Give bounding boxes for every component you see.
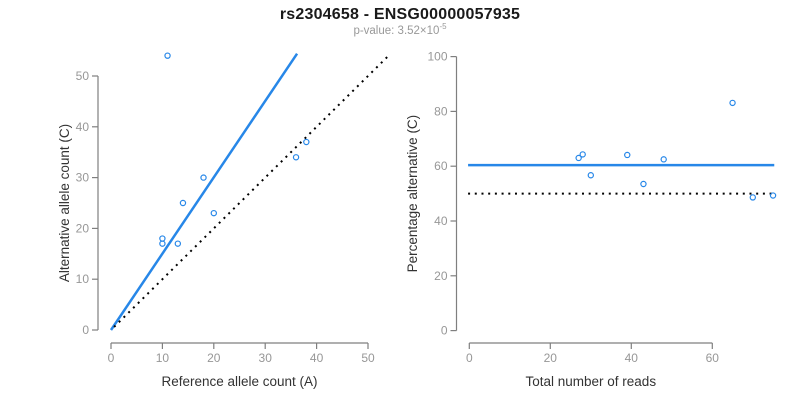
p-value-exponent: -5 <box>439 22 447 32</box>
x-tick-label: 40 <box>625 351 639 365</box>
data-point <box>303 138 310 146</box>
x-tick-label: 40 <box>310 351 324 365</box>
y-tick-label: 0 <box>82 323 89 337</box>
figure-title: rs2304658 - ENSG00000057935 <box>279 6 521 23</box>
data-point <box>200 174 207 181</box>
y-tick-label: 100 <box>427 50 447 64</box>
data-point <box>587 172 595 179</box>
y-tick-label: 60 <box>434 159 448 173</box>
data-point <box>179 199 187 207</box>
data-point <box>749 194 757 201</box>
data-point <box>210 209 217 217</box>
allele-counts-panel: 0 10 20 30 40 50 0 10 20 30 40 50 Reference allele c… <box>57 52 390 389</box>
identity-line <box>113 54 390 328</box>
y-axis-title: Alternative allele count (C) <box>57 124 72 282</box>
x-tick-label: 50 <box>361 351 375 365</box>
x-tick-label: 30 <box>259 351 273 365</box>
y-tick-label: 20 <box>76 221 90 235</box>
percentage-vs-reads-panel: 0 20 40 60 80 100 0 20 40 60 Total number of reads… <box>405 50 777 389</box>
y-tick-label: 30 <box>76 171 90 185</box>
data-point <box>729 99 736 107</box>
y-tick-label: 10 <box>76 272 90 286</box>
data-point <box>159 235 166 242</box>
x-tick-label: 20 <box>544 351 558 365</box>
data-point <box>579 151 586 158</box>
data-point <box>660 156 667 163</box>
y-tick-label: 20 <box>434 269 448 283</box>
fit-line <box>109 52 299 331</box>
y-tick-label: 80 <box>434 104 448 118</box>
data-point <box>292 154 300 161</box>
y-tick-label: 40 <box>76 120 90 134</box>
data-point <box>769 192 777 199</box>
data-point <box>624 151 631 159</box>
x-tick-label: 0 <box>466 351 473 365</box>
y-tick-label: 40 <box>434 214 448 228</box>
x-tick-label: 0 <box>108 351 115 365</box>
x-tick-label: 20 <box>207 351 221 365</box>
data-point <box>640 180 647 188</box>
data-point <box>164 52 171 59</box>
x-axis-title: Total number of reads <box>526 374 657 389</box>
y-axis-title: Percentage alternative (C) <box>405 115 420 273</box>
data-point <box>575 154 582 162</box>
y-tick-label: 50 <box>76 69 90 83</box>
data-point <box>174 240 182 247</box>
x-tick-label: 60 <box>706 351 720 365</box>
figure-subtitle: p-value: 3.52×10-5 <box>0 22 800 37</box>
y-tick-label: 0 <box>441 324 448 338</box>
x-axis-title: Reference allele count (A) <box>161 374 317 389</box>
data-point <box>159 240 166 247</box>
x-tick-label: 10 <box>156 351 170 365</box>
p-value-text: p-value: 3.52×10 <box>353 25 440 37</box>
